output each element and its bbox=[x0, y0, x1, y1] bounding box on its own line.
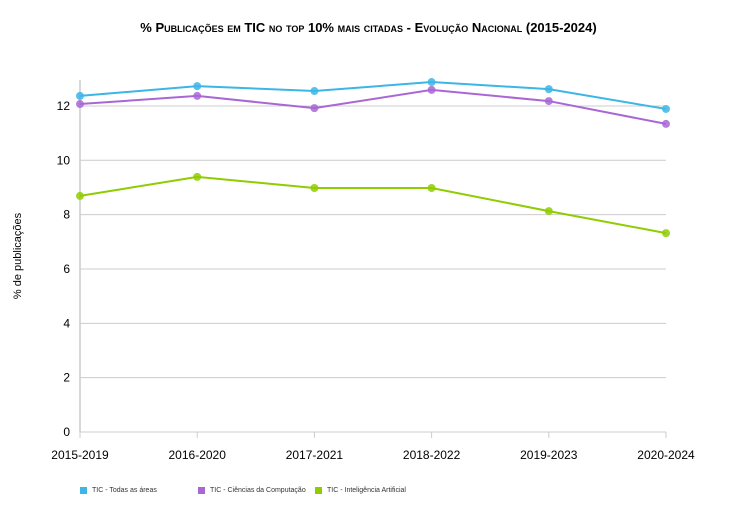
chart-title: % Publicações em TIC no top 10% mais cit… bbox=[140, 20, 597, 35]
series-0 bbox=[76, 78, 670, 113]
x-tick-label: 2020-2024 bbox=[637, 448, 695, 462]
series-line bbox=[79, 81, 667, 110]
y-tick-label: 4 bbox=[63, 316, 70, 330]
data-point bbox=[193, 172, 202, 181]
y-tick-label: 2 bbox=[63, 371, 70, 385]
data-point bbox=[662, 104, 670, 113]
legend-item[interactable]: TIC - Todas as áreas bbox=[80, 487, 157, 494]
legend-swatch bbox=[198, 487, 205, 494]
data-point bbox=[76, 100, 84, 109]
data-point bbox=[310, 184, 319, 193]
y-tick-label: 10 bbox=[57, 153, 71, 167]
data-point bbox=[193, 82, 202, 91]
legend-swatch bbox=[80, 487, 87, 494]
data-point bbox=[76, 191, 84, 200]
data-point bbox=[662, 229, 670, 238]
data-point bbox=[427, 184, 436, 193]
data-point bbox=[427, 85, 436, 94]
legend-swatch bbox=[315, 487, 322, 494]
y-tick-label: 6 bbox=[63, 262, 70, 276]
legend-label: TIC - Ciências da Computação bbox=[210, 487, 306, 494]
legend-item[interactable]: TIC - Ciências da Computação bbox=[198, 487, 306, 494]
legend-label: TIC - Todas as áreas bbox=[92, 487, 157, 494]
data-point bbox=[544, 85, 553, 94]
legend-item[interactable]: TIC - Inteligência Artificial bbox=[315, 487, 406, 494]
series-2 bbox=[76, 172, 670, 238]
data-point bbox=[76, 91, 84, 100]
data-point bbox=[310, 87, 319, 96]
series-line bbox=[79, 175, 667, 235]
y-axis-label: % de publicações bbox=[12, 212, 24, 299]
y-tick-label: 0 bbox=[63, 425, 70, 439]
data-point bbox=[544, 97, 553, 106]
x-tick-label: 2017-2021 bbox=[286, 448, 344, 462]
data-point bbox=[427, 78, 436, 87]
x-tick-label: 2019-2023 bbox=[520, 448, 578, 462]
data-point bbox=[310, 104, 319, 113]
series-line bbox=[79, 88, 667, 125]
data-point bbox=[662, 119, 670, 128]
series-1 bbox=[76, 85, 670, 128]
data-point bbox=[544, 207, 553, 216]
x-tick-label: 2018-2022 bbox=[403, 448, 461, 462]
data-point bbox=[193, 91, 202, 100]
y-tick-label: 12 bbox=[57, 99, 71, 113]
x-tick-label: 2016-2020 bbox=[169, 448, 227, 462]
y-tick-label: 8 bbox=[63, 208, 70, 222]
x-tick-label: 2015-2019 bbox=[51, 448, 109, 462]
legend-label: TIC - Inteligência Artificial bbox=[327, 487, 406, 494]
